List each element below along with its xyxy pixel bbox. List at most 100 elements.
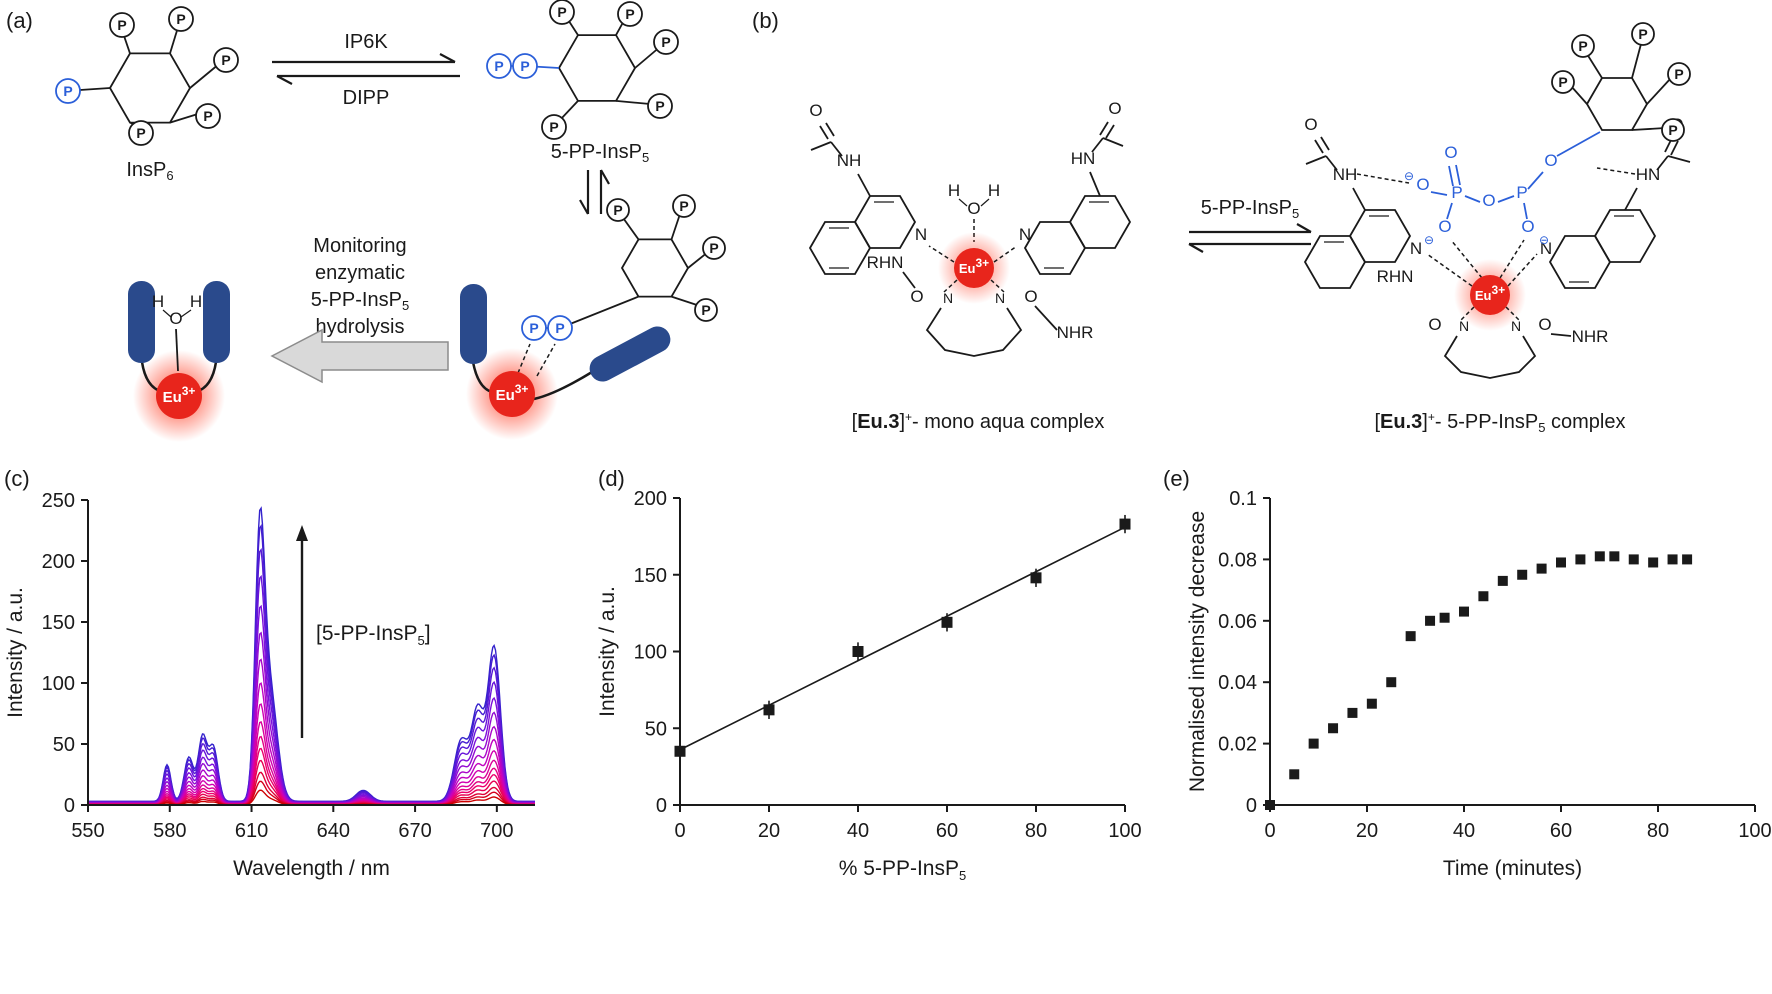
svg-text:Normalised intensity decrease: Normalised intensity decrease	[1186, 511, 1209, 792]
svg-text:80: 80	[1025, 820, 1047, 842]
svg-text:5-PP-InsP5: 5-PP-InsP5	[311, 289, 409, 313]
caption-pp-insp5-complex: [Eu.3]+- 5-PP-InsP5 complex	[1374, 410, 1625, 435]
eu3-mono-aqua-complex: N N NH O HN	[808, 99, 1132, 357]
europium-center	[156, 373, 202, 419]
svg-text:P: P	[1451, 183, 1462, 202]
svg-text:550: 550	[71, 820, 104, 842]
svg-text:H: H	[190, 292, 202, 311]
svg-text:⊖: ⊖	[1404, 169, 1414, 183]
svg-text:P: P	[1578, 38, 1587, 54]
pyrophosphate-p: P	[547, 315, 573, 341]
svg-text:O: O	[967, 199, 980, 218]
ring-nitrogen: N	[1540, 239, 1552, 258]
phosphate-group: P	[195, 103, 221, 129]
svg-text:O: O	[1416, 175, 1429, 194]
svg-text:H: H	[152, 292, 164, 311]
svg-text:200: 200	[634, 488, 667, 510]
svg-text:0: 0	[674, 820, 685, 842]
svg-text:P: P	[494, 58, 503, 74]
svg-text:610: 610	[235, 820, 268, 842]
svg-text:60: 60	[1550, 820, 1572, 842]
svg-text:O: O	[1438, 217, 1451, 236]
svg-text:Intensity / a.u.: Intensity / a.u.	[596, 586, 619, 717]
svg-text:P: P	[176, 11, 185, 27]
carbonyl-oxygen: O	[910, 287, 923, 306]
svg-text:250: 250	[42, 490, 75, 512]
svg-text:640: 640	[317, 820, 350, 842]
svg-text:150: 150	[634, 565, 667, 587]
svg-text:NH: NH	[837, 151, 862, 170]
aqua-ligand: H H O	[948, 181, 1000, 242]
acetamide-group: HN O	[1071, 99, 1124, 197]
svg-text:0: 0	[64, 795, 75, 817]
svg-text:H: H	[988, 181, 1000, 200]
svg-text:0.1: 0.1	[1229, 488, 1257, 510]
antenna-arm	[128, 281, 155, 363]
pyrophosphate-p: P	[512, 53, 538, 79]
svg-text:hydrolysis: hydrolysis	[316, 316, 405, 338]
equilibrium-arrow-ip6k-dipp: IP6K DIPP	[272, 31, 460, 109]
svg-text:580: 580	[153, 820, 186, 842]
enzyme-forward-label: IP6K	[344, 31, 388, 53]
svg-text:0.04: 0.04	[1218, 672, 1257, 694]
kinetics-scatter-plot: 0 20 40 60 80 100 0 0.02 0.04 0.06 0.08 0.1 Time (mi…	[1186, 488, 1772, 880]
svg-text:P: P	[136, 125, 145, 141]
phosphate-group: P	[1551, 70, 1575, 94]
svg-text:[5-PP-InsP5]: [5-PP-InsP5]	[316, 622, 431, 648]
svg-text:P: P	[613, 202, 622, 218]
svg-text:P: P	[1638, 26, 1647, 42]
europium-center	[489, 371, 535, 417]
nhr-label: NHR	[1572, 327, 1609, 346]
svg-text:P: P	[701, 302, 710, 318]
antenna-arm-displaced	[589, 326, 671, 382]
svg-text:O: O	[1544, 151, 1557, 170]
phosphate-group: P	[213, 47, 239, 73]
svg-text:% 5-PP-InsP5: % 5-PP-InsP5	[839, 857, 966, 883]
svg-text:O: O	[1521, 217, 1534, 236]
svg-text:100: 100	[1108, 820, 1141, 842]
phosphate-group: P	[109, 12, 135, 38]
svg-text:50: 50	[53, 734, 75, 756]
europium-label: Eu3+	[163, 384, 196, 406]
panel-b-scheme: N N NH O HN	[808, 22, 1691, 435]
inositol-ring: P P P P P	[1551, 22, 1691, 142]
ring-nitrogen: N	[915, 225, 927, 244]
svg-text:P: P	[63, 83, 72, 99]
svg-text:Monitoring: Monitoring	[313, 235, 406, 257]
svg-text:40: 40	[1453, 820, 1475, 842]
europium-center	[1470, 275, 1510, 315]
svg-text:P: P	[661, 34, 670, 50]
panel-e-label: (e)	[1163, 466, 1190, 491]
svg-text:P: P	[1674, 66, 1683, 82]
svg-text:700: 700	[480, 820, 513, 842]
equilibrium-arrow-binding: 5-PP-InsP5	[1188, 197, 1312, 253]
svg-text:0: 0	[1246, 795, 1257, 817]
svg-text:O: O	[1482, 191, 1495, 210]
panel-e-chart: (e) 0 20 40 60 80 100 0 0.02 0.04 0.06 0.08 0.1 Time…	[1155, 460, 1772, 890]
hydrolysis-arrow	[270, 328, 449, 384]
svg-text:P: P	[1668, 122, 1677, 138]
panel-c-chart: (c) 550 580 610 640 670 700 0 50 100 150 200 250 Wav…	[0, 460, 575, 890]
phosphate-group: P	[1661, 118, 1685, 142]
quinoline-antenna	[1548, 209, 1657, 289]
eu-complex-free: H H O Eu3+	[128, 281, 230, 442]
svg-text:P: P	[655, 98, 664, 114]
svg-text:H: H	[948, 181, 960, 200]
svg-text:P: P	[679, 198, 688, 214]
svg-text:0: 0	[1264, 820, 1275, 842]
phosphate-group: P	[1667, 62, 1691, 86]
svg-text:O: O	[169, 309, 182, 328]
carbonyl-oxygen: O	[1024, 287, 1037, 306]
europium-label: Eu3+	[496, 382, 529, 404]
svg-text:100: 100	[634, 642, 667, 664]
panel-d-label: (d)	[598, 466, 625, 491]
antenna-arm	[460, 284, 487, 364]
carbonyl-oxygen: O	[1538, 315, 1551, 334]
svg-text:20: 20	[758, 820, 780, 842]
phosphate-group-blue: P	[55, 78, 81, 104]
panel-c-label: (c)	[4, 466, 30, 491]
svg-text:P: P	[549, 119, 558, 135]
pyrophosphate-group: P P O O O ⊖ O ⊖ O ⊖ O	[1404, 131, 1601, 247]
svg-text:P: P	[529, 320, 538, 336]
